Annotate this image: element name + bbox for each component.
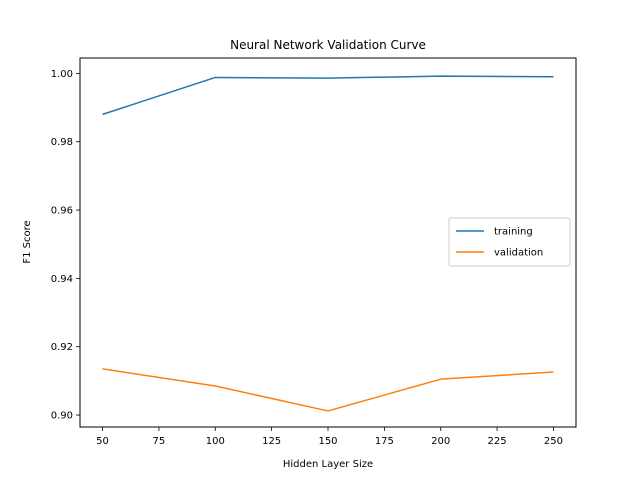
y-tick-label: 0.92 xyxy=(51,342,73,353)
x-tick-label: 50 xyxy=(96,436,109,447)
x-tick-label: 200 xyxy=(431,436,450,447)
x-tick-label: 100 xyxy=(206,436,225,447)
y-axis-label: F1 Score xyxy=(22,220,33,263)
y-tick-label: 0.94 xyxy=(51,274,73,285)
x-axis-label: Hidden Layer Size xyxy=(283,459,373,470)
x-tick-label: 150 xyxy=(318,436,337,447)
y-tick-label: 1.00 xyxy=(51,69,73,80)
x-tick-label: 225 xyxy=(488,436,507,447)
plot-marks xyxy=(102,75,554,412)
y-tick-label: 0.96 xyxy=(51,206,73,217)
legend-label-training: training xyxy=(494,227,533,238)
legend-label-validation: validation xyxy=(494,248,543,259)
legend-box xyxy=(448,217,571,267)
y-axis-ticks: 0.90 0.92 0.94 0.96 0.98 1.00 xyxy=(51,69,80,422)
series-line-training xyxy=(102,75,554,116)
chart-title: Neural Network Validation Curve xyxy=(230,38,426,52)
x-tick-label: 125 xyxy=(262,436,281,447)
x-tick-label: 175 xyxy=(375,436,394,447)
x-tick-label: 75 xyxy=(153,436,166,447)
series-line-validation xyxy=(102,368,554,412)
x-tick-label: 250 xyxy=(544,436,563,447)
x-axis-ticks: 50 75 100 125 150 175 200 225 250 xyxy=(96,427,563,447)
legend: training validation xyxy=(448,217,571,267)
y-tick-label: 0.98 xyxy=(51,137,73,148)
y-tick-label: 0.90 xyxy=(51,411,73,422)
